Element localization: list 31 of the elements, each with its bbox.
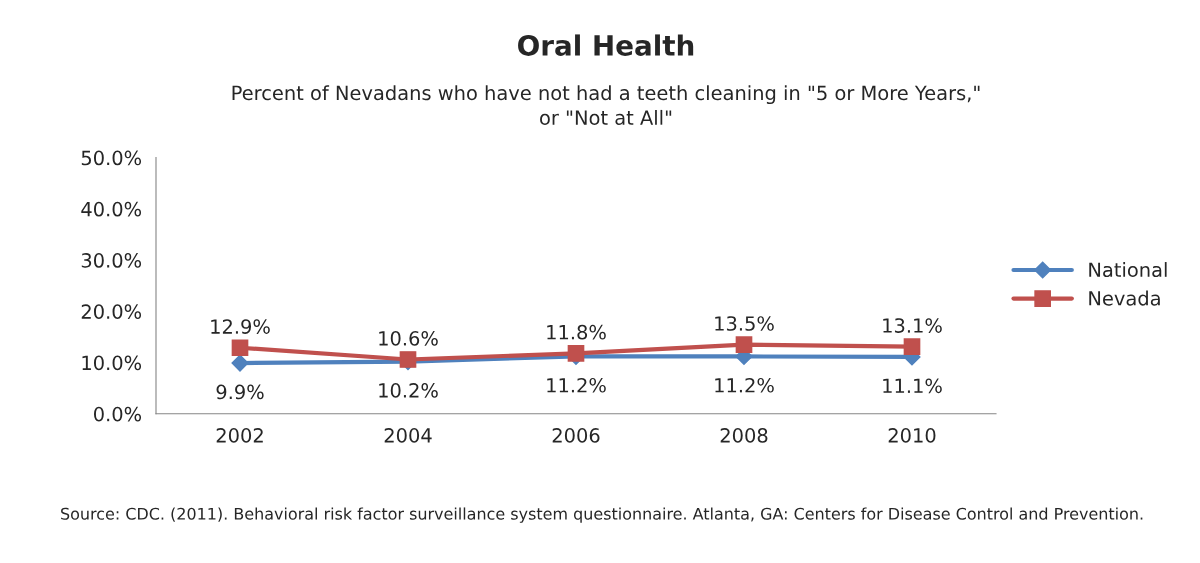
x-tick-label: 2004 bbox=[384, 428, 432, 443]
data-label: 9.9% bbox=[216, 384, 264, 400]
y-tick-label: 30.0% bbox=[81, 253, 142, 268]
data-label: 11.2% bbox=[547, 377, 606, 393]
data-label: 11.2% bbox=[715, 377, 774, 393]
data-label: 11.8% bbox=[547, 324, 606, 340]
point bbox=[735, 336, 753, 353]
source-note: Source: CDC. (2011). Behavioral risk factor surveillance system questionnaire. Atlanta, GA: Centers for Disease Control and Prevention. bbox=[61, 507, 1143, 523]
point bbox=[903, 338, 921, 356]
data-label: 13.1% bbox=[883, 318, 942, 333]
legend-label: National bbox=[1089, 262, 1167, 278]
x-tick-label: 2008 bbox=[720, 428, 768, 443]
point bbox=[231, 339, 249, 357]
data-label: 12.9% bbox=[211, 319, 270, 334]
data-label: 13.5% bbox=[715, 316, 774, 331]
data-label: 10.6% bbox=[379, 330, 438, 346]
data-label: 10.2% bbox=[379, 383, 438, 398]
y-tick-label: 50.0% bbox=[81, 150, 142, 166]
y-tick-label: 20.0% bbox=[81, 304, 142, 319]
chart-title: Oral Health bbox=[518, 34, 694, 56]
chart-subtitle: Percent of Nevadans who have not had a teeth cleaning in "5 or More Years," or "Not at All" bbox=[232, 85, 980, 125]
y-tick-label: 0.0% bbox=[94, 406, 142, 422]
x-tick-label: 2006 bbox=[552, 428, 600, 443]
y-tick-label: 40.0% bbox=[81, 201, 142, 217]
legend-label: Nevada bbox=[1089, 290, 1160, 306]
point bbox=[567, 345, 585, 362]
x-tick-label: 2010 bbox=[888, 428, 936, 443]
x-tick-label: 2002 bbox=[216, 428, 263, 443]
point bbox=[231, 354, 249, 372]
data-label: 11.1% bbox=[883, 378, 942, 394]
y-tick-label: 10.0% bbox=[82, 355, 142, 371]
